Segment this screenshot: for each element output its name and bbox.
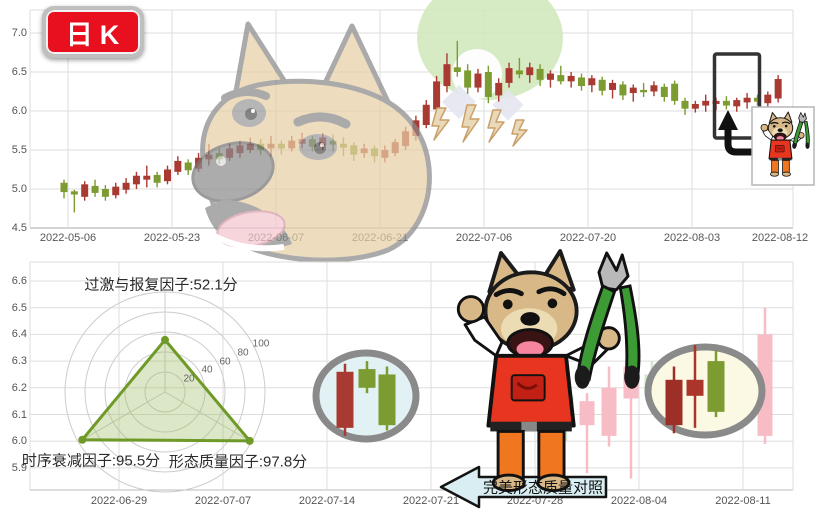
radar-factor-label-top: 过激与报复因子:52.1分 (84, 276, 238, 294)
dog-head-illustration (191, 21, 432, 263)
y-tick-label: 7.0 (11, 27, 27, 39)
lightning-sketch-icons (431, 104, 528, 147)
y-tick-label: 6.1 (11, 408, 27, 421)
y-tick-label: 6.2 (11, 381, 27, 394)
pattern-highlight-box (712, 52, 762, 156)
x-tick-label: 2022-05-23 (143, 232, 201, 244)
x-tick-label: 2022-07-07 (194, 495, 252, 507)
y-tick-label: 6.5 (11, 301, 27, 314)
y-tick-label: 6.0 (11, 435, 27, 448)
pattern-comparison-overlays (312, 343, 766, 443)
daily-k-badge: 日K (42, 6, 144, 58)
y-tick-label: 6.5 (11, 66, 27, 78)
x-tick-label: 2022-08-03 (663, 232, 721, 244)
x-tick-label: 2022-08-11 (715, 495, 771, 507)
x-tick-label: 2022-06-29 (90, 495, 148, 507)
x-tick-label: 2022-07-20 (559, 232, 617, 244)
x-tick-label: 2022-08-12 (751, 232, 809, 244)
y-tick-label: 6.4 (11, 328, 27, 341)
radar-ring-label: 40 (201, 364, 213, 376)
x-tick-label: 2022-07-14 (298, 495, 356, 507)
x-tick-label: 2022-07-06 (455, 232, 513, 244)
up-arrow-annotation (718, 110, 756, 156)
x-tick-label: 2022-07-21 (402, 495, 460, 507)
mascot-illustration (458, 251, 639, 491)
x-tick-label: 2022-05-06 (39, 232, 97, 244)
mascot-thumbnail (751, 106, 815, 186)
callout-label: 完美形态质量对照 (482, 479, 604, 497)
radar-ring-label: 60 (219, 356, 231, 368)
y-tick-label: 6.0 (11, 105, 27, 117)
radar-ring-label: 100 (252, 338, 270, 350)
x-tick-label: 2022-08-04 (610, 495, 668, 507)
y-tick-label: 5.9 (11, 461, 27, 474)
y-tick-label: 6.3 (11, 355, 27, 368)
radar-factor-label-bottom-right: 形态质量因子:97.8分 (168, 453, 308, 471)
factor-radar-chart (64, 291, 266, 493)
radar-ring-label: 80 (237, 347, 249, 359)
radar-ring-label: 20 (183, 373, 195, 385)
y-tick-label: 5.5 (11, 144, 27, 156)
y-tick-label: 4.5 (11, 222, 27, 234)
radar-factor-label-bottom-left: 时序衰减因子:95.5分 (21, 452, 161, 470)
y-tick-label: 6.6 (11, 275, 27, 287)
y-tick-label: 5.0 (11, 183, 27, 195)
